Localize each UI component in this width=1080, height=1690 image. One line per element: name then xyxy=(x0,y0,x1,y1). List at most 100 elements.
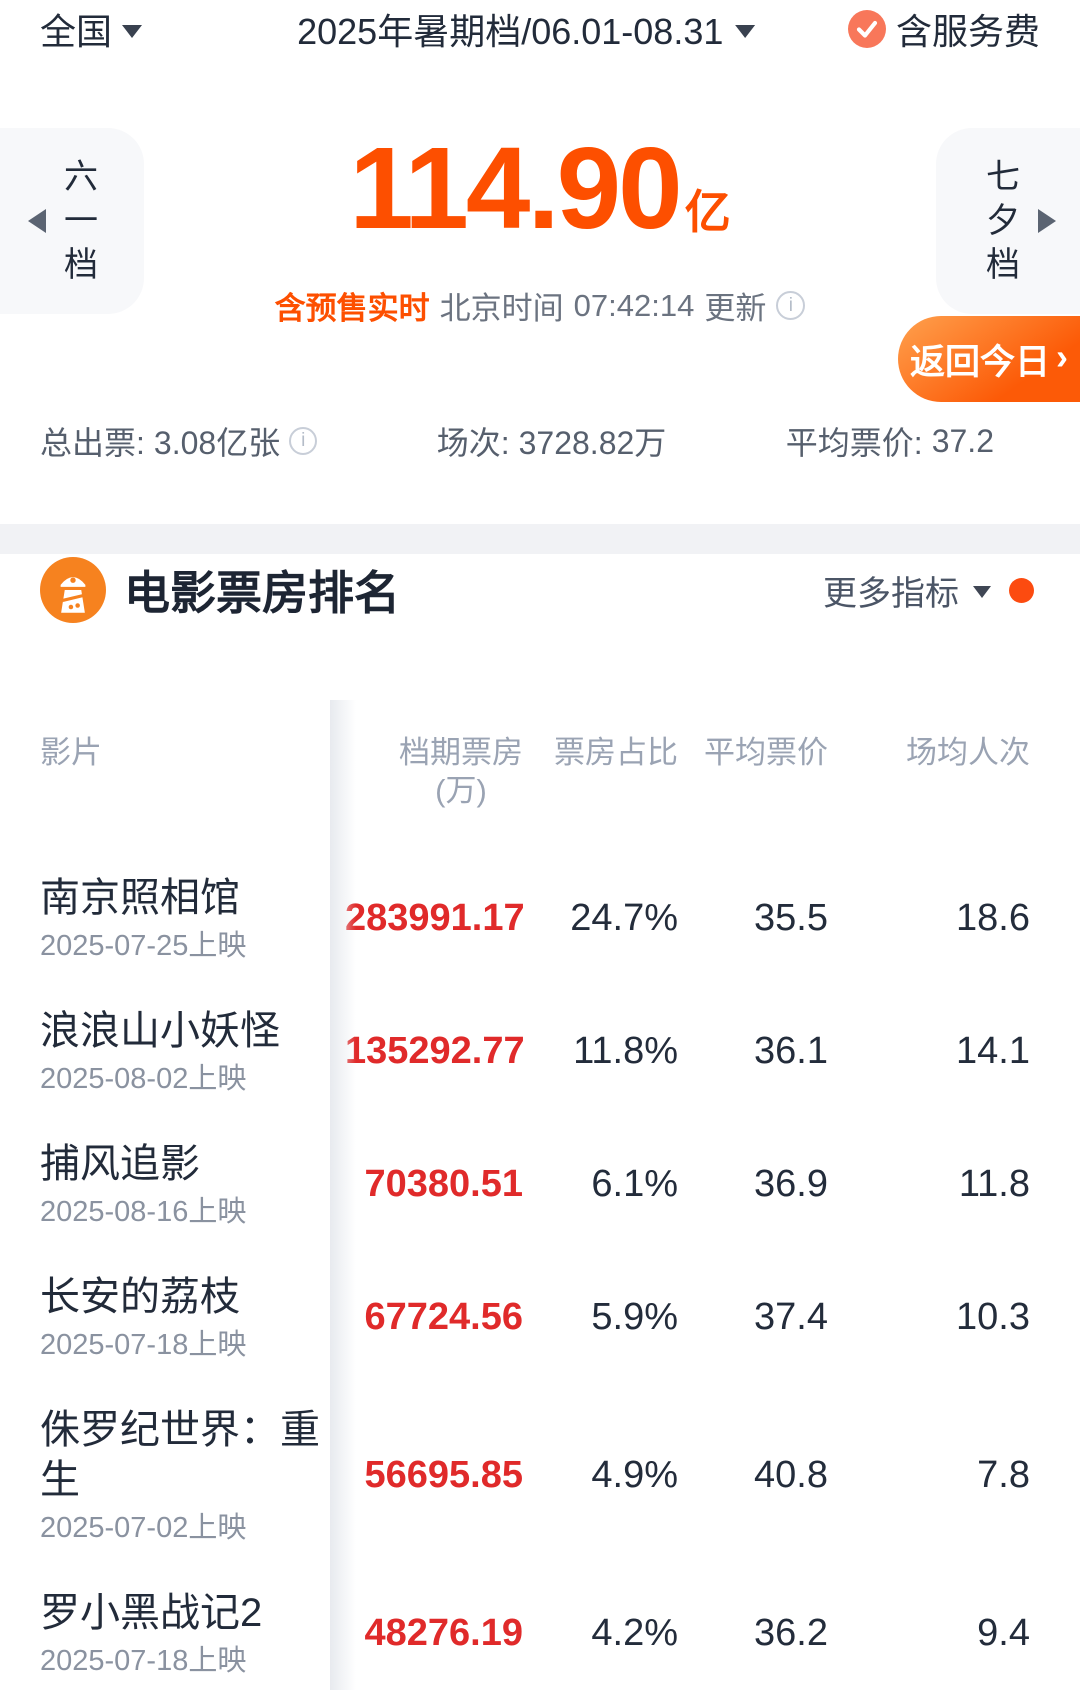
table-row[interactable]: 长安的荔枝 2025-07-18上映 67724.56 5.9% 37.4 10… xyxy=(0,1272,1080,1363)
stat-avg-price: 平均票价: 37.2 xyxy=(786,418,994,464)
stat-label: 平均票价: xyxy=(785,425,923,461)
next-season-label: 七夕档 xyxy=(986,158,1020,284)
top-bar: 全国 2025年暑期档/06.01-08.31 含服务费 xyxy=(0,4,1080,54)
gross-value: 135292.77 xyxy=(345,1030,525,1072)
attendance-value: 9.4 xyxy=(977,1612,1030,1654)
attendance-value: 11.8 xyxy=(958,1163,1030,1205)
table-row[interactable]: 侏罗纪世界：重生 2025-07-02上映 56695.85 4.9% 40.8… xyxy=(0,1405,1080,1546)
more-metrics-label: 更多指标 xyxy=(823,574,959,613)
update-prefix: 北京时间 xyxy=(439,291,564,326)
info-icon[interactable]: i xyxy=(776,291,806,320)
check-icon xyxy=(847,10,886,48)
total-box-office: 114.90 亿 xyxy=(0,123,1080,253)
film-cell: 罗小黑战记2 2025-07-18上映 xyxy=(40,1588,345,1679)
film-title: 捕风追影 xyxy=(40,1142,200,1186)
gross-value: 56695.85 xyxy=(364,1454,524,1496)
col-film: 影片 xyxy=(40,735,102,770)
chevron-down-icon xyxy=(735,24,756,38)
film-release-date: 2025-08-16上映 xyxy=(40,1196,247,1228)
period-select[interactable]: 2025年暑期档/06.01-08.31 xyxy=(297,4,756,54)
avg-price-value: 37.4 xyxy=(754,1296,828,1338)
gross-value: 283991.17 xyxy=(345,897,525,939)
attendance-value: 7.8 xyxy=(977,1454,1030,1496)
attendance-value: 14.1 xyxy=(956,1030,1030,1072)
update-time: 07:42:14 xyxy=(573,287,695,323)
col-gross-unit: (万) xyxy=(435,773,487,808)
attendance-value: 10.3 xyxy=(956,1296,1030,1338)
box-office-table: 影片 档期票房 (万) 票房占比 平均票价 场均人次 南京照相馆 2025-07… xyxy=(0,700,1080,1690)
film-release-date: 2025-07-25上映 xyxy=(40,930,247,962)
avg-price-value: 36.2 xyxy=(754,1612,828,1654)
film-release-date: 2025-08-02上映 xyxy=(40,1063,247,1095)
notification-dot xyxy=(1009,577,1034,603)
table-body: 南京照相馆 2025-07-25上映 283991.17 24.7% 35.5 … xyxy=(0,873,1080,1679)
share-value: 4.9% xyxy=(591,1454,678,1496)
region-label: 全国 xyxy=(40,11,113,52)
share-value: 5.9% xyxy=(591,1296,678,1338)
film-title: 侏罗纪世界：重生 xyxy=(40,1408,320,1502)
beacon-logo-icon xyxy=(40,557,106,623)
film-release-date: 2025-07-02上映 xyxy=(40,1512,247,1544)
film-title: 长安的荔枝 xyxy=(40,1275,240,1319)
box-office-value: 114.90 xyxy=(349,123,682,253)
back-to-today-label: 返回今日 xyxy=(909,342,1050,382)
ranking-header: 电影票房排名 更多指标 xyxy=(40,556,1034,624)
film-cell: 浪浪山小妖怪 2025-08-02上映 xyxy=(40,1006,345,1097)
arrow-right-icon xyxy=(1038,209,1056,233)
chevron-down-icon xyxy=(973,586,991,598)
table-row[interactable]: 捕风追影 2025-08-16上映 70380.51 6.1% 36.9 11.… xyxy=(0,1139,1080,1230)
stat-value: 3.08亿张 xyxy=(153,425,281,461)
period-label: 2025年暑期档/06.01-08.31 xyxy=(297,11,724,52)
stat-value: 37.2 xyxy=(931,422,994,459)
film-title: 浪浪山小妖怪 xyxy=(40,1009,280,1053)
next-season-card[interactable]: 七夕档 xyxy=(936,128,1080,314)
film-release-date: 2025-07-18上映 xyxy=(40,1329,247,1361)
film-cell: 侏罗纪世界：重生 2025-07-02上映 xyxy=(40,1405,345,1546)
film-cell: 捕风追影 2025-08-16上映 xyxy=(40,1139,345,1230)
share-value: 4.2% xyxy=(591,1612,678,1654)
info-icon[interactable]: i xyxy=(289,427,318,455)
section-divider xyxy=(0,524,1080,554)
gross-value: 48276.19 xyxy=(364,1612,524,1654)
section-title: 电影票房排名 xyxy=(124,567,400,619)
avg-price-value: 36.1 xyxy=(754,1030,828,1072)
stat-label: 场次: xyxy=(436,425,510,461)
share-value: 24.7% xyxy=(570,897,678,939)
more-metrics-button[interactable]: 更多指标 xyxy=(823,566,1034,615)
service-fee-toggle[interactable]: 含服务费 xyxy=(847,3,1040,55)
service-fee-label: 含服务费 xyxy=(895,11,1040,52)
stat-label: 总出票: xyxy=(40,425,145,461)
gross-value: 70380.51 xyxy=(364,1163,524,1205)
col-gross: 档期票房 (万) xyxy=(345,733,523,809)
col-gross-label: 档期票房 xyxy=(399,735,523,770)
avg-price-value: 36.9 xyxy=(754,1163,828,1205)
film-title: 南京照相馆 xyxy=(40,876,240,920)
arrow-left-icon xyxy=(28,209,46,233)
col-share: 票房占比 xyxy=(554,735,678,770)
region-select[interactable]: 全国 xyxy=(40,3,143,55)
film-title: 罗小黑战记2 xyxy=(40,1591,263,1635)
stat-sessions: 场次: 3728.82万 xyxy=(437,418,667,464)
prev-season-card[interactable]: 六一档 xyxy=(0,128,144,314)
stat-total-tickets: 总出票: 3.08亿张 i xyxy=(40,418,318,464)
table-row[interactable]: 南京照相馆 2025-07-25上映 283991.17 24.7% 35.5 … xyxy=(0,873,1080,964)
film-release-date: 2025-07-18上映 xyxy=(40,1645,247,1677)
box-office-unit: 亿 xyxy=(684,186,731,238)
share-value: 11.8% xyxy=(573,1030,678,1072)
table-header-row: 影片 档期票房 (万) 票房占比 平均票价 场均人次 xyxy=(0,700,1080,809)
update-line: 含预售实时 北京时间 07:42:14 更新 i xyxy=(0,283,1080,328)
realtime-label: 含预售实时 xyxy=(274,291,430,326)
film-cell: 南京照相馆 2025-07-25上映 xyxy=(40,873,345,964)
attendance-value: 18.6 xyxy=(956,897,1030,939)
col-attendance: 场均人次 xyxy=(906,735,1030,770)
chevron-down-icon xyxy=(122,24,143,38)
update-suffix: 更新 xyxy=(704,291,767,326)
prev-season-label: 六一档 xyxy=(64,158,98,284)
table-row[interactable]: 罗小黑战记2 2025-07-18上映 48276.19 4.2% 36.2 9… xyxy=(0,1588,1080,1679)
back-to-today-button[interactable]: 返回今日 › xyxy=(898,316,1080,402)
share-value: 6.1% xyxy=(591,1163,678,1205)
avg-price-value: 35.5 xyxy=(754,897,828,939)
col-avg-price: 平均票价 xyxy=(704,735,828,770)
table-row[interactable]: 浪浪山小妖怪 2025-08-02上映 135292.77 11.8% 36.1… xyxy=(0,1006,1080,1097)
